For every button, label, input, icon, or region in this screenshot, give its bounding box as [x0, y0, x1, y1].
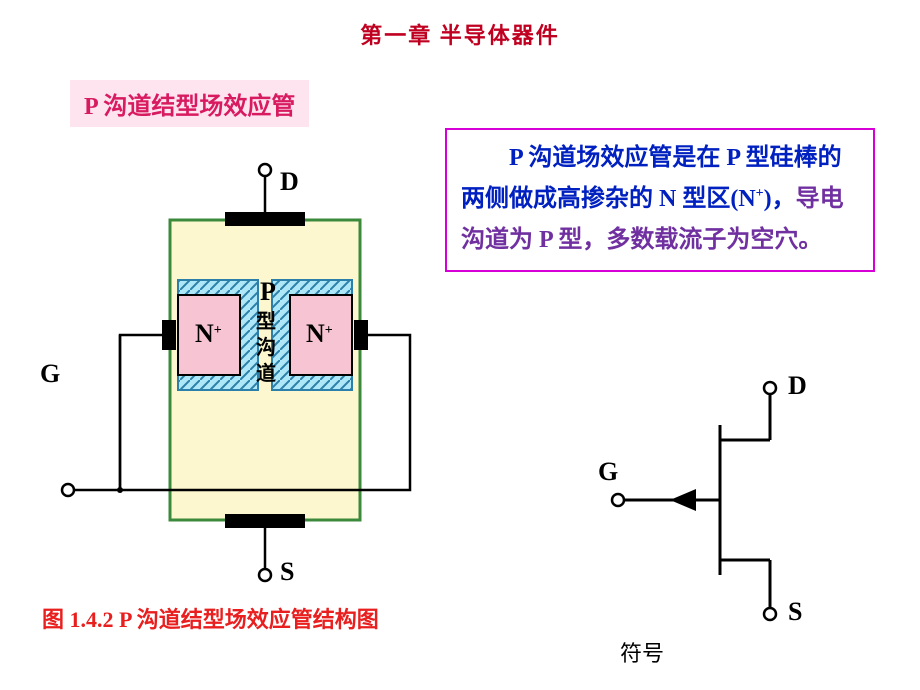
symbol-D: D — [788, 371, 807, 400]
desc-sup: + — [756, 186, 764, 201]
label-channel-P: P — [260, 277, 276, 306]
label-G: G — [40, 359, 60, 388]
symbol-caption: 符号 — [620, 636, 664, 668]
chapter-title: 第一章 半导体器件 — [0, 18, 920, 50]
symbol-G: G — [598, 457, 618, 486]
figure-caption: 图 1.4.2 P 沟道结型场效应管结构图 — [42, 602, 379, 634]
label-channel-3: 道 — [256, 361, 276, 385]
label-D: D — [280, 167, 299, 196]
desc-part2: )， — [764, 186, 796, 212]
circuit-symbol: D G S — [570, 370, 850, 630]
structure-diagram: D S G N+ N+ P 型 沟 道 — [40, 160, 440, 590]
description-box: P 沟道场效应管是在 P 型硅棒的两侧做成高掺杂的 N 型区(N+)，导电沟道为… — [445, 128, 875, 272]
section-title: P 沟道结型场效应管 — [70, 80, 309, 127]
label-channel-2: 沟 — [256, 335, 276, 359]
label-channel-1: 型 — [256, 310, 276, 333]
symbol-S: S — [788, 597, 802, 626]
label-S: S — [280, 557, 294, 586]
